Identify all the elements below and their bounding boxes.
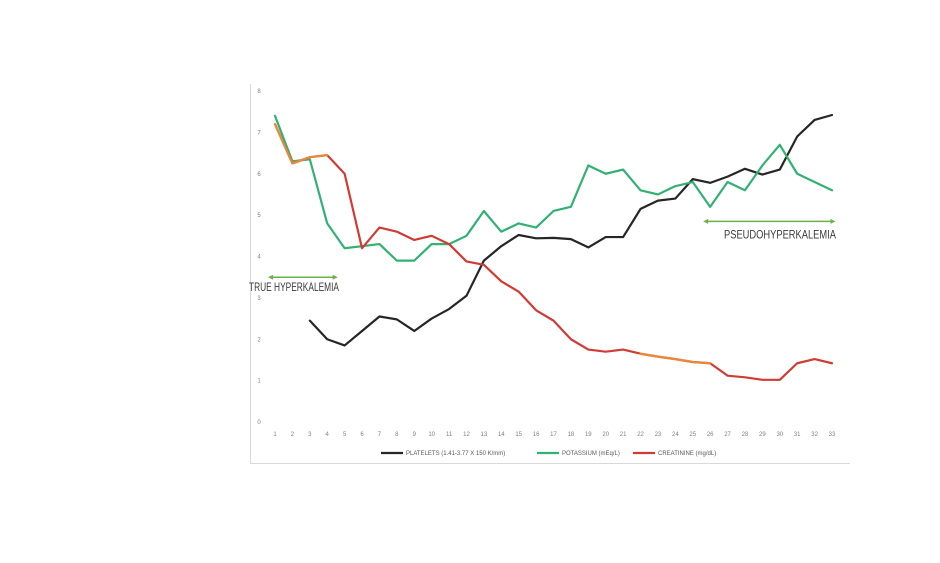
series-line-1 xyxy=(273,114,834,262)
x-tick-label: 1 xyxy=(273,432,277,438)
x-tick-label: 19 xyxy=(585,432,592,438)
x-tick-label: 10 xyxy=(428,432,435,438)
x-tick-label: 29 xyxy=(759,432,766,438)
legend-label: POTASSIUM (mEq/L) xyxy=(562,451,620,457)
x-tick-label: 2 xyxy=(291,432,295,438)
x-tick-label: 14 xyxy=(498,432,505,438)
x-tick-label: 18 xyxy=(568,432,575,438)
x-tick-label: 26 xyxy=(707,432,714,438)
x-tick-label: 33 xyxy=(829,432,836,438)
y-tick-label: 2 xyxy=(257,337,261,343)
x-tick-label: 5 xyxy=(343,432,347,438)
x-tick-label: 16 xyxy=(533,432,540,438)
x-tick-label: 3 xyxy=(308,432,312,438)
x-tick-label: 17 xyxy=(550,432,557,438)
series-line-2 xyxy=(273,122,834,381)
highlight-segment xyxy=(273,122,329,165)
annotation-label: TRUE HYPERKALEMIA xyxy=(249,280,339,294)
x-tick-label: 9 xyxy=(413,432,417,438)
x-tick-label: 23 xyxy=(655,432,662,438)
x-tick-label: 28 xyxy=(742,432,749,438)
y-tick-label: 8 xyxy=(257,89,261,95)
y-tick-label: 7 xyxy=(257,130,261,136)
x-tick-label: 21 xyxy=(620,432,627,438)
series-line-0 xyxy=(308,113,834,347)
y-tick-label: 1 xyxy=(257,379,261,385)
arrow-head-left xyxy=(268,274,274,280)
y-tick-label: 0 xyxy=(257,420,261,426)
x-tick-label: 31 xyxy=(794,432,801,438)
legend-label: PLATELETS (1.41-3.77 X 150 K/mm) xyxy=(406,451,505,457)
y-tick-label: 5 xyxy=(257,213,261,219)
x-tick-label: 11 xyxy=(446,432,453,438)
x-tick-label: 7 xyxy=(378,432,382,438)
arrow-head-left xyxy=(703,218,709,224)
y-tick-label: 3 xyxy=(257,296,261,302)
x-tick-label: 24 xyxy=(672,432,679,438)
arrow-head-right xyxy=(332,274,338,280)
x-tick-label: 30 xyxy=(776,432,783,438)
x-tick-label: 20 xyxy=(602,432,609,438)
chart-frame xyxy=(250,84,850,464)
annotation-label: PSEUDOHYPERKALEMIA xyxy=(724,227,836,241)
x-tick-label: 13 xyxy=(481,432,488,438)
x-tick-label: 8 xyxy=(395,432,399,438)
x-tick-label: 4 xyxy=(326,432,330,438)
x-tick-label: 15 xyxy=(515,432,522,438)
y-tick-label: 4 xyxy=(257,255,261,261)
x-tick-label: 27 xyxy=(724,432,731,438)
x-tick-label: 12 xyxy=(463,432,470,438)
highlight-segment xyxy=(639,352,712,365)
arrow-head-right xyxy=(830,218,836,224)
x-tick-label: 32 xyxy=(811,432,818,438)
x-tick-label: 25 xyxy=(689,432,696,438)
legend-label: CREATININE (mg/dL) xyxy=(658,451,716,457)
x-tick-label: 22 xyxy=(637,432,644,438)
y-tick-label: 6 xyxy=(257,172,261,178)
x-tick-label: 6 xyxy=(360,432,364,438)
